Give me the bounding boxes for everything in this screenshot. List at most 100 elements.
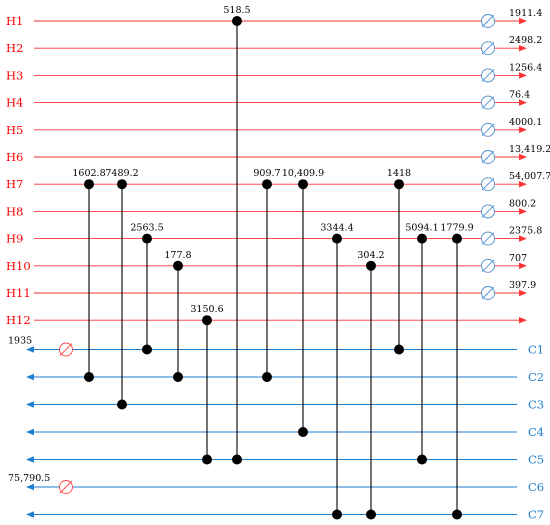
hot-stream-label: H10 bbox=[6, 259, 31, 273]
exchanger-hot-node bbox=[332, 233, 342, 244]
exchanger-hot-node bbox=[117, 179, 127, 190]
exchanger-hot-node bbox=[173, 260, 183, 271]
match-duty-label: 909.7 bbox=[253, 168, 280, 179]
match-duty-label: 3344.4 bbox=[320, 223, 353, 234]
hot-stream-label: H1 bbox=[6, 14, 23, 28]
hot-stream-h4: H4 76.4 bbox=[6, 90, 530, 110]
cooler-icon bbox=[481, 286, 495, 300]
cooler-duty-label: 13,419.2 bbox=[509, 144, 550, 155]
hot-stream-label: H12 bbox=[6, 313, 31, 327]
cold-stream-c3: C3 bbox=[26, 398, 544, 412]
cooler-duty-label: 800.2 bbox=[509, 198, 536, 209]
arrow-right-icon bbox=[519, 235, 527, 242]
exchanger-cold-node bbox=[173, 372, 183, 382]
exchanger-match: 5094.1 bbox=[405, 223, 439, 465]
exchanger-hot-node bbox=[366, 260, 376, 271]
cooler-duty-label: 54,007.7 bbox=[509, 171, 550, 182]
exchanger-match: 177.8 bbox=[164, 250, 192, 382]
cooler-duty-label: 2498.2 bbox=[509, 35, 542, 46]
cold-stream-label: C1 bbox=[528, 343, 544, 357]
cold-stream-c1: C1 1935 bbox=[8, 336, 544, 357]
arrow-right-icon bbox=[519, 289, 527, 297]
hot-stream-label: H3 bbox=[6, 68, 23, 82]
arrow-right-icon bbox=[519, 262, 527, 269]
arrow-right-icon bbox=[519, 72, 527, 79]
hot-stream-h3: H3 1256.4 bbox=[6, 62, 542, 82]
exchanger-hot-node bbox=[417, 233, 427, 244]
hot-stream-label: H5 bbox=[6, 123, 23, 137]
cold-stream-label: C3 bbox=[528, 398, 544, 412]
exchanger-cold-node bbox=[202, 454, 212, 465]
arrow-left-icon bbox=[26, 428, 34, 436]
exchanger-match: 7489.2 bbox=[105, 168, 139, 410]
hot-stream-label: H4 bbox=[6, 96, 23, 110]
hot-stream-h6: H6 13,419.2 bbox=[6, 144, 550, 164]
exchanger-cold-node bbox=[84, 372, 94, 382]
match-duty-label: 1418 bbox=[387, 168, 411, 179]
exchanger-hot-node bbox=[202, 315, 212, 326]
heater-icon bbox=[59, 342, 73, 357]
exchanger-cold-node bbox=[366, 509, 376, 520]
arrow-right-icon bbox=[519, 45, 527, 52]
match-duty-label: 2563.5 bbox=[130, 223, 163, 234]
match-duty-label: 304.2 bbox=[357, 250, 384, 261]
cold-stream-label: C7 bbox=[528, 508, 544, 522]
heater-duty-label: 75,790.5 bbox=[8, 473, 50, 484]
exchanger-match: 518.5 bbox=[223, 5, 251, 465]
exchanger-cold-node bbox=[232, 454, 242, 465]
cooler-icon bbox=[481, 177, 495, 192]
match-duty-label: 518.5 bbox=[223, 5, 250, 16]
cold-stream-label: C2 bbox=[528, 370, 544, 384]
cooler-icon bbox=[481, 231, 495, 246]
hot-stream-label: H6 bbox=[6, 150, 23, 164]
arrow-right-icon bbox=[519, 99, 527, 106]
exchanger-hot-node bbox=[262, 179, 272, 190]
cooler-icon bbox=[481, 41, 495, 56]
arrow-left-icon bbox=[26, 373, 34, 381]
arrow-left-icon bbox=[26, 511, 34, 518]
cold-stream-label: C6 bbox=[528, 480, 544, 494]
hot-stream-h2: H2 2498.2 bbox=[6, 35, 542, 55]
hot-stream-h10: H10 707 bbox=[6, 253, 527, 273]
exchanger-hot-node bbox=[298, 179, 308, 190]
exchanger-cold-node bbox=[394, 344, 404, 355]
hot-stream-label: H9 bbox=[6, 232, 23, 246]
hot-stream-h8: H8 800.2 bbox=[6, 198, 536, 218]
arrow-left-icon bbox=[26, 401, 34, 408]
cooler-duty-label: 707 bbox=[509, 253, 527, 264]
hot-stream-h12: H12 bbox=[6, 313, 527, 327]
hot-stream-label: H2 bbox=[6, 41, 23, 55]
exchanger-match: 3344.4 bbox=[320, 223, 354, 520]
heater-duty-label: 1935 bbox=[8, 336, 32, 347]
exchanger-cold-node bbox=[332, 509, 342, 520]
exchanger-match: 1779.9 bbox=[440, 223, 474, 520]
cooler-duty-label: 2375.8 bbox=[509, 226, 542, 237]
cold-stream-c4: C4 bbox=[26, 425, 544, 439]
exchanger-cold-node bbox=[117, 399, 127, 410]
arrow-right-icon bbox=[519, 181, 527, 188]
exchanger-match: 2563.5 bbox=[130, 223, 164, 355]
cooler-icon bbox=[481, 14, 495, 28]
cooler-duty-label: 4000.1 bbox=[509, 117, 542, 128]
exchanger-match: 304.2 bbox=[357, 250, 385, 520]
cold-stream-label: C5 bbox=[528, 453, 544, 467]
cooler-icon bbox=[481, 122, 495, 137]
hot-stream-h9: H9 2375.8 bbox=[6, 226, 542, 246]
cooler-duty-label: 1911.4 bbox=[509, 8, 542, 19]
match-duty-label: 177.8 bbox=[164, 250, 191, 261]
exchanger-hot-node bbox=[84, 179, 94, 190]
arrow-right-icon bbox=[519, 208, 527, 215]
cold-stream-label: C4 bbox=[528, 425, 544, 439]
cooler-duty-label: 1256.4 bbox=[509, 62, 542, 73]
hot-stream-label: H11 bbox=[6, 286, 31, 300]
exchanger-match: 909.7 bbox=[253, 168, 281, 382]
match-duty-label: 7489.2 bbox=[105, 168, 138, 179]
exchanger-hot-node bbox=[452, 233, 462, 244]
exchanger-cold-node bbox=[452, 509, 462, 520]
cold-stream-c6: C6 75,790.5 bbox=[8, 473, 544, 494]
cooler-duty-label: 397.9 bbox=[509, 280, 536, 291]
match-duty-label: 1602.8 bbox=[72, 168, 105, 179]
cooler-icon bbox=[481, 258, 495, 273]
exchanger-hot-node bbox=[142, 233, 152, 244]
arrow-right-icon bbox=[519, 126, 527, 133]
